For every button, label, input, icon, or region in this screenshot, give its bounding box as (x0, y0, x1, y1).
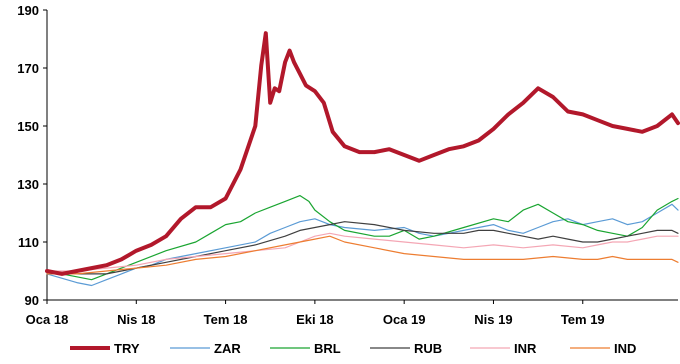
series-line-try (45, 31, 680, 276)
y-tick-label: 190 (17, 3, 39, 18)
y-tick-label: 150 (17, 119, 39, 134)
legend-label: RUB (414, 341, 442, 356)
legend-item-zar: ZAR (170, 341, 241, 356)
x-tick-label: Tem 18 (204, 312, 248, 327)
y-tick-label: 170 (17, 61, 39, 76)
legend-item-ind: IND (570, 341, 636, 356)
x-tick-label: Nis 18 (117, 312, 155, 327)
axes: 90 110 130 150 170 190 Oca 18 Nis 18 Tem 18 Eki 1… (17, 3, 678, 327)
legend-label: IND (614, 341, 636, 356)
legend-label: ZAR (214, 341, 241, 356)
x-tick-label: Oca 18 (26, 312, 69, 327)
x-tick-label: Tem 19 (561, 312, 605, 327)
x-tick-label: Eki 18 (296, 312, 334, 327)
x-tick-label: Oca 19 (383, 312, 426, 327)
legend-item-try: TRY (70, 341, 140, 356)
series-line-ind (46, 235, 679, 275)
legend-item-brl: BRL (270, 341, 341, 356)
series-lines (45, 31, 680, 287)
y-tick-label: 110 (18, 235, 39, 250)
legend: TRY ZAR BRL RUB INR IND (70, 341, 636, 356)
y-tick-label: 90 (25, 293, 39, 308)
legend-label: INR (514, 341, 537, 356)
series-line-brl (46, 195, 679, 281)
legend-label: TRY (114, 341, 140, 356)
legend-item-inr: INR (470, 341, 537, 356)
series-line-inr (46, 232, 679, 272)
y-tick-label: 130 (17, 177, 39, 192)
legend-label: BRL (314, 341, 341, 356)
legend-item-rub: RUB (370, 341, 442, 356)
x-tick-label: Nis 19 (474, 312, 512, 327)
